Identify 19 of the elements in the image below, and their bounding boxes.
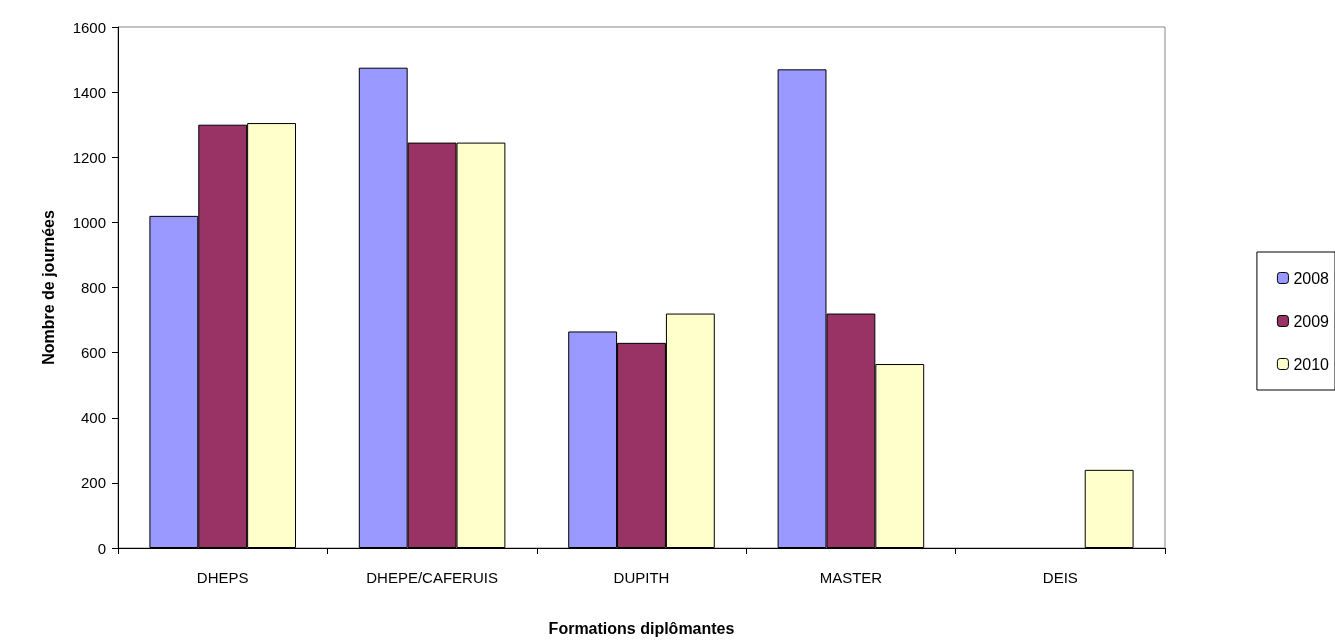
x-tick-label: DHEPE/CAFERUIS — [366, 569, 498, 586]
y-tick-label: 1200 — [72, 148, 106, 166]
x-tick-label: DEIS — [1042, 569, 1078, 586]
x-tick-label: DHEPS — [196, 569, 249, 586]
x-tick-label: DUPITH — [613, 569, 670, 586]
y-tick-label: 1400 — [72, 83, 106, 101]
y-tick-label: 1600 — [72, 18, 106, 36]
x-tick-label: MASTER — [819, 569, 883, 586]
y-tick-label: 200 — [80, 474, 106, 492]
y-tick-label: 600 — [80, 344, 106, 362]
x-axis-title: Formations diplômantes — [548, 619, 735, 637]
legend-label: 2010 — [1293, 355, 1330, 373]
legend-label: 2008 — [1293, 269, 1330, 287]
y-tick-label: 400 — [80, 409, 106, 427]
y-tick-label: 1000 — [72, 213, 106, 231]
y-tick-label: 800 — [80, 279, 106, 296]
legend-label: 2009 — [1293, 312, 1330, 330]
y-tick-label: 0 — [97, 539, 106, 557]
y-axis-title: Nombre de journées — [39, 210, 57, 365]
